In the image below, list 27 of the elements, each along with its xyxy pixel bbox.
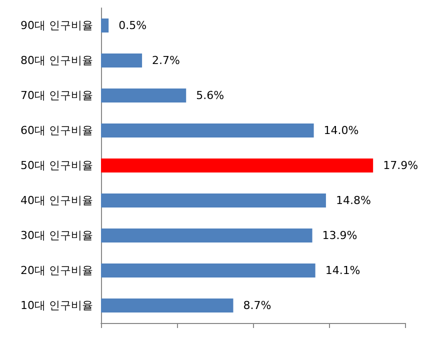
y-tick-label: 50대 인구비율: [20, 159, 93, 172]
y-tick-label: 90대 인구비율: [20, 19, 93, 32]
data-label: 14.0%: [324, 124, 359, 137]
bar: [101, 228, 312, 242]
bar: [101, 18, 109, 32]
data-label: 14.8%: [336, 194, 371, 207]
bar: [101, 124, 314, 138]
y-tick-label: 10대 인구비율: [20, 299, 93, 312]
data-label: 8.7%: [243, 299, 272, 312]
bar: [101, 298, 234, 312]
y-tick-label: 60대 인구비율: [20, 124, 93, 137]
data-label: 17.9%: [383, 159, 418, 172]
data-label: 2.7%: [152, 54, 180, 67]
data-label: 14.1%: [325, 264, 360, 277]
data-label: 13.9%: [322, 229, 358, 242]
y-tick-label: 40대 인구비율: [20, 194, 93, 207]
y-tick-label: 30대 인구비율: [20, 229, 93, 242]
bar: [101, 88, 186, 102]
y-tick-label: 70대 인구비율: [20, 89, 93, 102]
y-tick-label: 20대 인구비율: [20, 264, 93, 277]
bar: [101, 264, 316, 278]
bar: [101, 54, 142, 68]
bar: [101, 158, 374, 172]
y-tick-label: 80대 인구비율: [20, 54, 93, 67]
data-label: 0.5%: [118, 19, 147, 32]
bar: [101, 194, 326, 208]
data-label: 5.6%: [196, 89, 224, 102]
